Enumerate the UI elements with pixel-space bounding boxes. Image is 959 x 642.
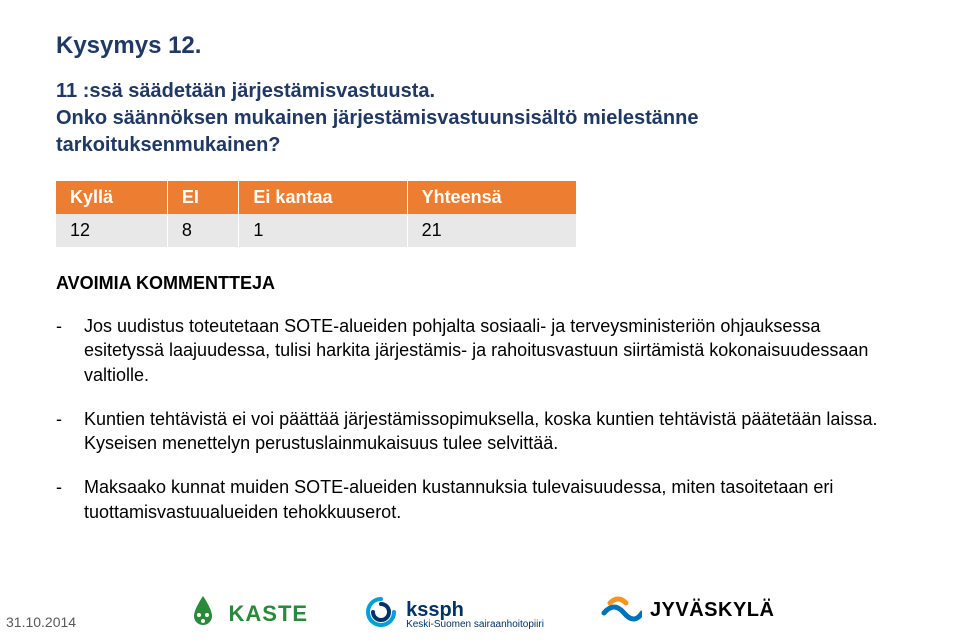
col-header: Ei kantaa — [239, 181, 407, 214]
cell: 8 — [167, 214, 239, 247]
slide-footer: 31.10.2014 KASTE — [0, 576, 959, 634]
kssph-text-block: kssph Keski-Suomen sairaanhoitopiiri — [406, 600, 544, 630]
jyvaskyla-label: JYVÄSKYLÄ — [650, 599, 775, 622]
comment-text: Maksaako kunnat muiden SOTE-alueiden kus… — [84, 475, 903, 524]
cell: 12 — [56, 214, 167, 247]
comment-text: Kuntien tehtävistä ei voi päättää järjes… — [84, 407, 903, 456]
col-header: Kyllä — [56, 181, 167, 214]
swirl-icon — [364, 595, 398, 634]
slide-subtitle: 11 :ssä säädetään järjestämisvastuusta. … — [56, 78, 903, 159]
jyvaskyla-logo: JYVÄSKYLÄ — [600, 587, 775, 634]
table-header-row: Kyllä EI Ei kantaa Yhteensä — [56, 181, 576, 214]
kaste-label: KASTE — [229, 601, 309, 627]
list-item: - Kuntien tehtävistä ei voi päättää järj… — [56, 407, 903, 456]
subtitle-line2: Onko säännöksen mukainen järjestämisvast… — [56, 107, 698, 156]
list-item: - Maksaako kunnat muiden SOTE-alueiden k… — [56, 475, 903, 524]
slide-title: Kysymys 12. — [56, 32, 903, 60]
section-heading: AVOIMIA KOMMENTTEJA — [56, 273, 903, 294]
col-header: EI — [167, 181, 239, 214]
bullet-dash: - — [56, 314, 84, 387]
droplet-icon — [185, 593, 221, 634]
col-header: Yhteensä — [407, 181, 576, 214]
kssph-main-label: kssph — [406, 600, 544, 620]
comments-list: - Jos uudistus toteutetaan SOTE-alueiden… — [56, 314, 903, 524]
comment-text: Jos uudistus toteutetaan SOTE-alueiden p… — [84, 314, 903, 387]
results-table: Kyllä EI Ei kantaa Yhteensä 12 8 1 21 — [56, 181, 576, 247]
kssph-logo: kssph Keski-Suomen sairaanhoitopiiri — [364, 595, 544, 634]
bullet-dash: - — [56, 407, 84, 456]
logo-row: KASTE kssph Keski-Suomen sairaanhoitopii… — [0, 587, 959, 634]
kaste-logo: KASTE — [185, 593, 309, 634]
bullet-dash: - — [56, 475, 84, 524]
slide: Kysymys 12. 11 :ssä säädetään järjestämi… — [0, 0, 959, 642]
list-item: - Jos uudistus toteutetaan SOTE-alueiden… — [56, 314, 903, 387]
table-row: 12 8 1 21 — [56, 214, 576, 247]
wave-icon — [600, 587, 642, 634]
cell: 21 — [407, 214, 576, 247]
cell: 1 — [239, 214, 407, 247]
kssph-sub-label: Keski-Suomen sairaanhoitopiiri — [406, 620, 544, 630]
subtitle-line1: 11 :ssä säädetään järjestämisvastuusta. — [56, 80, 435, 102]
